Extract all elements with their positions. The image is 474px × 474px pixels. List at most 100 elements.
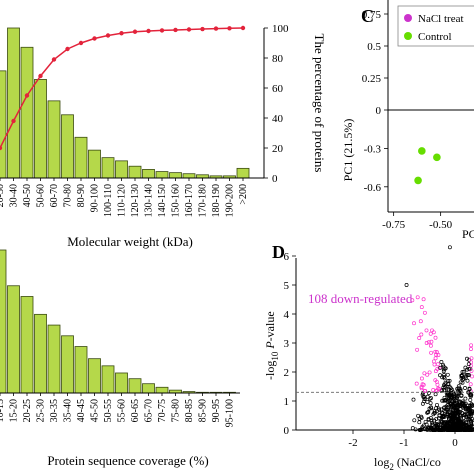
protein-point	[449, 428, 454, 432]
regulated-protein-point	[414, 381, 419, 386]
protein-point	[447, 417, 452, 422]
protein-point	[417, 420, 422, 425]
protein-point	[468, 418, 473, 423]
protein-point	[465, 373, 470, 377]
protein-point	[444, 404, 449, 409]
cumulative-point	[200, 26, 205, 32]
regulated-protein-point	[418, 319, 423, 324]
coverage-x-tick-label: 45-50	[90, 399, 101, 422]
volcano-y-tick-label: 0	[284, 425, 290, 437]
mw-x-tick-label: >200	[238, 184, 249, 205]
protein-point	[456, 384, 461, 389]
protein-point	[440, 414, 445, 419]
protein-point	[461, 376, 466, 381]
protein-point	[441, 414, 446, 419]
cumulative-point	[105, 33, 111, 38]
panel-c-x-label: PC	[462, 227, 474, 241]
coverage-x-tick-label: 85-90	[198, 399, 209, 422]
protein-point	[447, 378, 452, 383]
protein-point	[459, 374, 464, 379]
volcano-y-tick-label: 2	[284, 367, 290, 379]
volcano-y-tick-label: 5	[284, 280, 290, 292]
volcano-y-tick-label: 6	[284, 251, 290, 263]
cumulative-point	[38, 73, 43, 79]
protein-point	[442, 375, 446, 379]
cumulative-point	[173, 27, 178, 33]
protein-point	[469, 402, 474, 407]
protein-point	[416, 413, 421, 418]
coverage-x-tick-label: 25-30	[36, 399, 47, 422]
protein-point	[418, 428, 423, 432]
percent-tick-label: 60	[272, 83, 284, 95]
protein-point	[455, 414, 460, 419]
mw-bar	[169, 172, 182, 179]
protein-point	[463, 412, 468, 417]
mw-bar	[142, 169, 155, 179]
protein-point	[425, 394, 430, 399]
coverage-x-tick-label: 10-15	[0, 399, 6, 422]
mw-x-tick-label: 140-150	[157, 184, 168, 217]
panel-a-right-y-label: The percentage of proteins	[312, 34, 327, 173]
mw-x-tick-label: 30-40	[9, 184, 20, 207]
coverage-x-tick-label: 60-65	[130, 399, 141, 422]
panel-a-x-label: Molecular weight (kDa)	[67, 234, 193, 249]
coverage-x-tick-label: 75-80	[171, 399, 182, 422]
protein-point	[427, 396, 432, 401]
protein-point	[412, 418, 417, 423]
protein-point	[466, 362, 471, 367]
protein-point	[444, 386, 449, 391]
mw-x-tick-label: 100-110	[103, 184, 114, 217]
mw-x-tick-label: 180-190	[211, 184, 222, 217]
coverage-x-tick-label: 15-20	[9, 399, 20, 422]
down-regulated-annotation: 108 down-regulated	[308, 291, 413, 306]
protein-point	[445, 428, 449, 432]
coverage-bar	[61, 335, 74, 394]
protein-point	[466, 425, 471, 430]
mw-x-tick-label: 130-140	[144, 184, 155, 217]
coverage-x-tick-label: 55-60	[117, 399, 128, 422]
protein-point	[442, 383, 446, 388]
pca-y-tick-label: 0.5	[367, 41, 381, 53]
mw-bar	[182, 173, 196, 179]
protein-point	[429, 418, 434, 423]
cumulative-point	[240, 25, 246, 31]
protein-point	[457, 424, 462, 428]
protein-point	[436, 427, 441, 432]
coverage-bar	[34, 313, 47, 394]
legend-nacl-label: NaCl treat	[418, 13, 464, 25]
protein-point	[450, 404, 455, 409]
coverage-bar	[155, 386, 169, 394]
regulated-protein-point	[469, 347, 473, 351]
protein-point	[460, 399, 465, 404]
legend-nacl-marker	[404, 14, 412, 22]
protein-point	[463, 386, 467, 390]
coverage-bar	[101, 365, 115, 394]
regulated-protein-point	[436, 353, 441, 357]
protein-point	[468, 398, 473, 402]
pca-y-tick-label: 0	[376, 105, 382, 117]
panel-c-label: C	[361, 6, 374, 26]
protein-point	[427, 425, 432, 430]
protein-point	[425, 410, 430, 415]
protein-point	[448, 401, 453, 406]
regulated-protein-point	[421, 297, 426, 302]
protein-point	[423, 419, 428, 424]
panel-b-sequence-coverage: 10-15 15-20 20-25 25-30 30-35 35-40 40-45 45-50…	[0, 249, 240, 468]
panel-d-label: D	[272, 242, 285, 262]
protein-point	[439, 360, 444, 364]
protein-point	[425, 399, 430, 404]
protein-point	[441, 398, 446, 403]
pca-y-tick-label: -0.3	[364, 143, 382, 155]
protein-point	[465, 356, 469, 361]
volcano-y-tick-label: 4	[284, 309, 290, 321]
protein-point	[463, 365, 468, 370]
coverage-x-tick-label: 65-70	[144, 399, 155, 422]
cumulative-point	[146, 28, 151, 34]
regulated-protein-point	[468, 382, 473, 387]
protein-point	[463, 375, 468, 380]
cumulative-point	[159, 28, 165, 33]
protein-point	[440, 375, 445, 380]
coverage-x-tick-label: 35-40	[63, 399, 74, 422]
panel-a-molecular-weight: 0 20 40 60 80 100 20-30 30-40 40-50 50-60 60-70 70…	[0, 23, 327, 249]
